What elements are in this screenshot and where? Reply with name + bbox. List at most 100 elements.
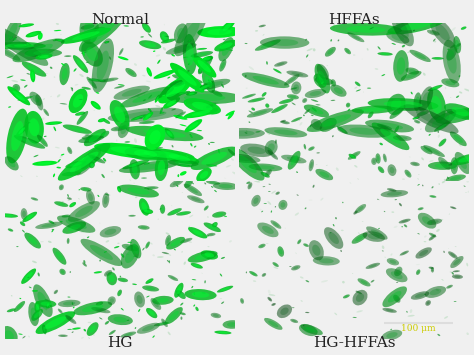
- Ellipse shape: [273, 222, 279, 227]
- Ellipse shape: [73, 301, 112, 315]
- Ellipse shape: [456, 95, 459, 98]
- Text: 100 μm: 100 μm: [401, 323, 436, 333]
- Ellipse shape: [50, 96, 52, 97]
- Ellipse shape: [17, 246, 18, 247]
- Ellipse shape: [75, 148, 101, 175]
- Ellipse shape: [187, 195, 205, 203]
- Ellipse shape: [363, 231, 385, 242]
- Ellipse shape: [138, 309, 140, 312]
- Ellipse shape: [399, 253, 402, 256]
- Ellipse shape: [55, 30, 60, 31]
- Ellipse shape: [174, 10, 207, 56]
- Ellipse shape: [209, 234, 213, 235]
- Ellipse shape: [34, 155, 38, 157]
- Ellipse shape: [20, 298, 21, 299]
- Ellipse shape: [354, 211, 358, 214]
- Ellipse shape: [59, 310, 62, 312]
- Ellipse shape: [268, 143, 275, 152]
- Ellipse shape: [411, 92, 412, 94]
- Ellipse shape: [39, 34, 42, 38]
- Ellipse shape: [169, 261, 170, 263]
- Ellipse shape: [67, 329, 72, 330]
- Ellipse shape: [112, 276, 118, 279]
- Ellipse shape: [35, 94, 43, 110]
- Ellipse shape: [130, 114, 147, 121]
- Ellipse shape: [450, 131, 467, 146]
- Ellipse shape: [140, 36, 144, 38]
- Ellipse shape: [395, 296, 399, 301]
- Ellipse shape: [263, 34, 264, 36]
- Ellipse shape: [351, 34, 361, 40]
- Ellipse shape: [351, 153, 358, 158]
- Ellipse shape: [263, 274, 265, 276]
- Ellipse shape: [309, 159, 314, 171]
- Ellipse shape: [253, 180, 260, 182]
- Ellipse shape: [375, 153, 381, 164]
- Ellipse shape: [149, 95, 151, 98]
- Ellipse shape: [213, 223, 217, 226]
- Ellipse shape: [61, 28, 111, 44]
- Ellipse shape: [390, 167, 394, 173]
- Ellipse shape: [255, 30, 258, 32]
- Ellipse shape: [292, 102, 296, 105]
- Ellipse shape: [67, 194, 69, 197]
- Ellipse shape: [307, 55, 308, 57]
- Ellipse shape: [168, 159, 199, 166]
- Ellipse shape: [84, 129, 106, 146]
- Ellipse shape: [219, 184, 233, 188]
- Ellipse shape: [356, 310, 363, 312]
- Ellipse shape: [155, 94, 160, 103]
- Ellipse shape: [104, 41, 109, 43]
- Ellipse shape: [200, 79, 230, 89]
- Ellipse shape: [196, 308, 198, 310]
- Ellipse shape: [221, 62, 225, 69]
- Ellipse shape: [384, 257, 386, 258]
- Ellipse shape: [366, 226, 388, 240]
- Ellipse shape: [387, 192, 402, 196]
- Ellipse shape: [83, 52, 84, 55]
- Ellipse shape: [172, 74, 203, 84]
- Ellipse shape: [184, 178, 193, 188]
- Ellipse shape: [189, 63, 190, 64]
- Ellipse shape: [139, 310, 140, 311]
- Ellipse shape: [18, 96, 33, 100]
- Ellipse shape: [330, 100, 335, 101]
- Ellipse shape: [286, 71, 308, 77]
- Ellipse shape: [386, 268, 408, 282]
- Ellipse shape: [57, 39, 62, 41]
- Ellipse shape: [68, 148, 71, 152]
- Ellipse shape: [418, 213, 436, 229]
- Ellipse shape: [183, 34, 197, 75]
- Ellipse shape: [458, 157, 467, 169]
- Ellipse shape: [244, 151, 247, 152]
- Ellipse shape: [166, 81, 185, 97]
- Ellipse shape: [25, 86, 27, 87]
- Ellipse shape: [336, 168, 339, 171]
- Ellipse shape: [73, 94, 83, 108]
- Ellipse shape: [111, 126, 126, 131]
- Ellipse shape: [32, 261, 37, 263]
- Ellipse shape: [261, 172, 270, 178]
- Ellipse shape: [84, 134, 90, 136]
- Ellipse shape: [444, 103, 474, 120]
- Ellipse shape: [41, 302, 52, 306]
- Ellipse shape: [226, 111, 235, 116]
- Ellipse shape: [88, 154, 105, 163]
- Ellipse shape: [105, 251, 106, 252]
- Ellipse shape: [118, 56, 128, 60]
- Ellipse shape: [211, 186, 213, 187]
- Ellipse shape: [154, 322, 169, 326]
- Ellipse shape: [145, 125, 165, 150]
- Ellipse shape: [306, 327, 318, 333]
- Ellipse shape: [80, 14, 99, 44]
- Ellipse shape: [118, 84, 125, 86]
- Ellipse shape: [185, 154, 190, 158]
- Ellipse shape: [122, 160, 149, 169]
- Ellipse shape: [54, 201, 68, 207]
- Ellipse shape: [9, 106, 10, 107]
- Ellipse shape: [418, 233, 419, 234]
- Ellipse shape: [152, 296, 173, 305]
- Ellipse shape: [193, 264, 200, 267]
- Ellipse shape: [170, 240, 181, 247]
- Ellipse shape: [428, 148, 440, 154]
